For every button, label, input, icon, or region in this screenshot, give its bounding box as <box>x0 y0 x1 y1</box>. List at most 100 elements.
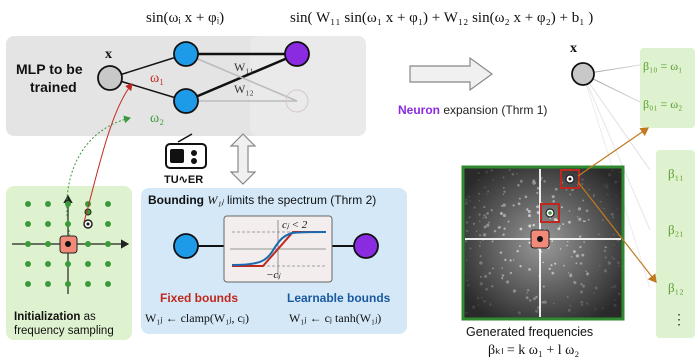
spectrum-speckle <box>610 286 613 289</box>
spectrum-speckle <box>566 244 568 247</box>
spectrum-speckle <box>601 219 604 222</box>
spectrum-speckle <box>483 225 487 229</box>
spectrum-speckle <box>551 271 555 275</box>
spectrum-speckle <box>601 307 604 310</box>
spectrum-speckle <box>479 234 482 237</box>
spectrum-speckle <box>551 195 555 199</box>
spectrum-speckle <box>603 184 606 187</box>
spectrum-speckle <box>581 303 584 307</box>
spectrum-speckle <box>519 245 521 247</box>
lattice-dot <box>45 201 51 207</box>
spectrum-speckle <box>490 284 494 288</box>
spectrum-speckle <box>472 305 476 309</box>
spectrum-speckle <box>613 284 617 289</box>
spectrum-speckle <box>501 277 504 280</box>
learnable-bounds-title: Learnable bounds <box>287 291 391 305</box>
spectrum-speckle <box>580 290 583 294</box>
spectrum-speckle <box>490 168 494 172</box>
spectrum-speckle <box>475 230 478 232</box>
init-grid-dots <box>25 201 111 287</box>
expansion-input-node <box>571 62 595 86</box>
spectrum-origin-dot <box>537 236 543 242</box>
spectrum-speckle <box>479 282 483 286</box>
spectrum-speckle <box>502 186 505 189</box>
spectrum-speckle <box>480 296 483 299</box>
spectrum-omega2-dot <box>548 211 552 215</box>
spectrum-speckle <box>477 192 481 195</box>
spectrum-speckle <box>479 261 483 265</box>
spectrum-speckle <box>467 284 469 287</box>
spectrum-speckle <box>580 300 584 304</box>
spectrum-speckle <box>517 311 521 315</box>
spectrum-speckle <box>502 203 506 207</box>
lattice-dot <box>65 261 71 267</box>
spectrum-speckle <box>567 241 569 243</box>
beta-box-top <box>640 48 695 128</box>
spectrum-speckle <box>479 255 482 258</box>
spectrum-speckle <box>579 262 583 265</box>
spectrum-speckle <box>528 214 531 218</box>
lattice-dot <box>45 241 51 247</box>
lattice-dot <box>105 221 111 227</box>
spectrum-speckle <box>554 187 558 191</box>
mlp-w11: W₁₁ <box>234 60 254 74</box>
bounding-purple-node <box>353 233 379 259</box>
spectrum-speckle <box>516 249 519 253</box>
spectrum-speckle <box>485 287 488 291</box>
spectrum-speckle <box>552 200 555 203</box>
spectrum-speckle <box>536 186 540 190</box>
spectrum-speckle <box>582 284 585 288</box>
spectrum-speckle <box>578 217 582 221</box>
spectrum-speckle <box>512 289 517 293</box>
spectrum-speckle <box>610 212 614 216</box>
spectrum-speckle <box>568 220 571 224</box>
arrow-init-omega2 <box>66 115 131 237</box>
radio-icon <box>165 133 207 169</box>
spectrum-speckle <box>611 256 613 258</box>
spectrum-speckle <box>607 173 612 177</box>
spectrum-speckle <box>488 221 490 224</box>
spectrum-speckle <box>607 193 609 196</box>
spectrum-speckle <box>483 299 486 303</box>
spectrum-speckle <box>559 248 562 250</box>
init-origin-dot <box>65 241 71 247</box>
spectrum-speckle <box>617 292 621 296</box>
spectrum-speckle <box>493 229 497 233</box>
spectrum-speckle <box>543 300 547 304</box>
spectrum-speckle <box>542 261 544 264</box>
spectrum-speckle <box>503 227 506 230</box>
init-caption-line1: Initialization as <box>14 311 96 323</box>
spectrum-speckle <box>486 223 490 227</box>
spectrum-speckle <box>604 246 607 249</box>
spectrum-speckle <box>553 218 557 222</box>
learnable-bounds-formula: W₁ⱼ ← cⱼ tanh(W₁ⱼ) <box>289 311 381 325</box>
spectrum-speckle <box>497 226 501 229</box>
spectrum-speckle <box>606 183 609 185</box>
spectrum-speckle <box>566 296 569 298</box>
spectrum-speckle <box>535 309 539 313</box>
edge-x-n2 <box>109 77 187 102</box>
fixed-bounds-formula: W₁ⱼ ← clamp(W₁ⱼ, cⱼ) <box>145 311 249 325</box>
spectrum-speckle <box>581 178 584 181</box>
spectrum-speckle <box>536 191 539 195</box>
spectrum-speckle <box>599 264 601 267</box>
spectrum-speckle <box>534 182 537 184</box>
spectrum-speckle <box>560 206 563 209</box>
beta-10: β₁₀ = ω₁ <box>643 59 682 73</box>
spectrum-speckle <box>502 213 507 218</box>
spectrum-speckle <box>511 173 515 176</box>
spectrum-speckle <box>465 221 469 224</box>
spectrum-speckle <box>574 312 576 314</box>
spectrum-speckle <box>503 190 506 193</box>
mlp-title-line2: trained <box>30 79 77 95</box>
spectrum-speckle <box>567 272 570 274</box>
inset-top-label: cⱼ < 2 <box>282 219 308 231</box>
lattice-dot <box>25 261 31 267</box>
spectrum-speckle <box>532 223 535 227</box>
spectrum-speckle <box>486 212 489 215</box>
spectrum-speckle <box>469 247 472 250</box>
spectrum-speckle <box>501 274 505 277</box>
spectrum-speckle <box>582 220 585 223</box>
spectrum-speckle <box>484 186 486 188</box>
